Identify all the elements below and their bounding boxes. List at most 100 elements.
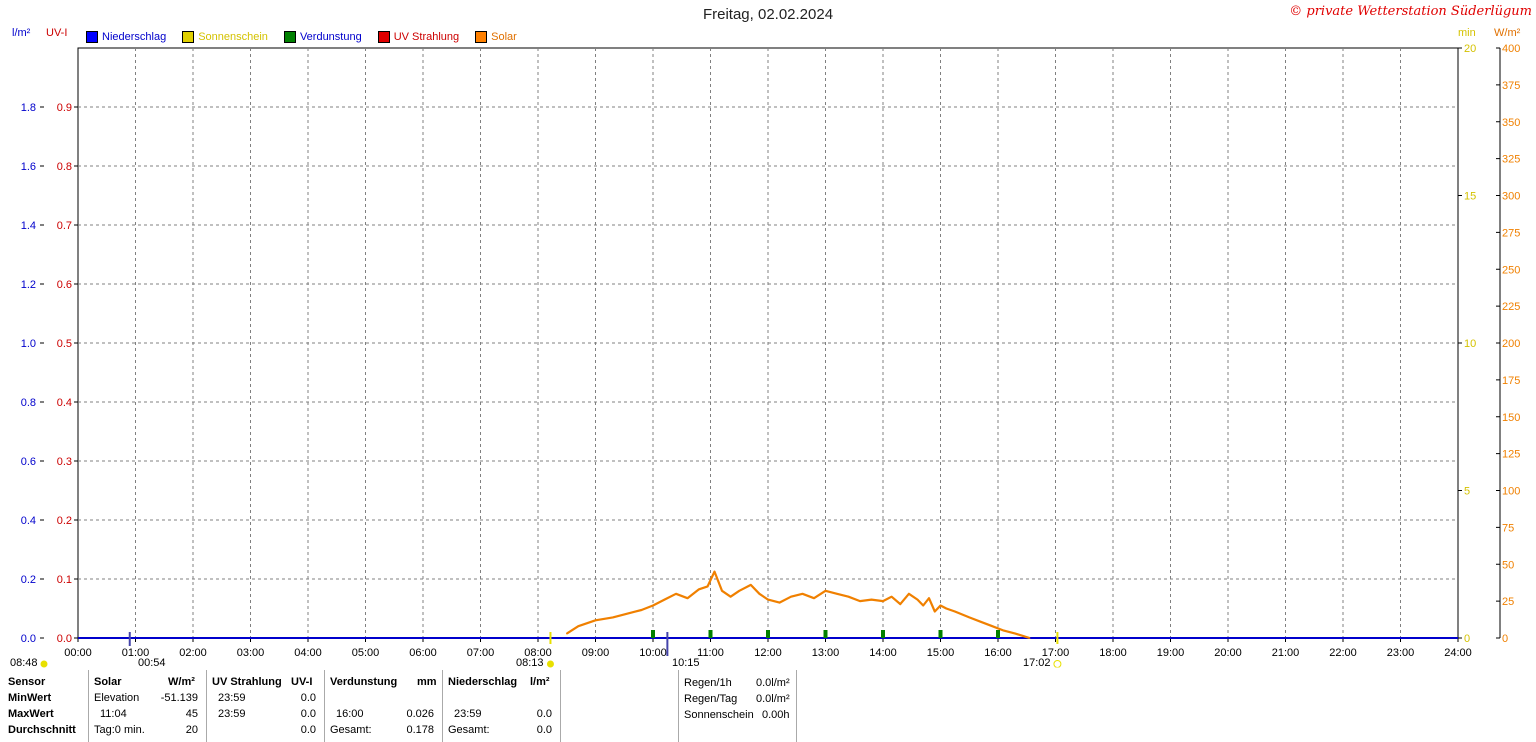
solar-point	[698, 588, 700, 591]
uv-tick-label: 0.2	[57, 515, 72, 527]
legend-label: Solar	[491, 31, 517, 43]
solar-point	[859, 600, 861, 602]
solar-point	[1014, 632, 1017, 635]
legend-swatch	[377, 31, 390, 43]
x-tick-label: 01:00	[122, 647, 150, 659]
legend-item-uv: UV Strahlung	[377, 31, 459, 43]
solar-point	[566, 632, 568, 635]
divider	[88, 670, 89, 742]
rain-tick-label: 1.2	[21, 279, 36, 291]
solar-point	[713, 570, 716, 573]
solar-tick-label: 50	[1502, 559, 1514, 571]
solar-point	[594, 619, 597, 622]
evap-mark	[823, 630, 828, 638]
extra-label: Regen/Tag	[684, 693, 738, 705]
solar-point	[738, 590, 741, 592]
evap-mark	[651, 630, 655, 638]
uv-tick-label: 0.8	[57, 161, 72, 173]
sunrise-dot	[546, 660, 554, 668]
legend-swatch	[475, 31, 488, 43]
solar-tick-label: 200	[1502, 338, 1520, 350]
x-tick-label: 08:00	[524, 647, 552, 659]
stats-cell: 23:59	[218, 708, 246, 720]
solar-point	[790, 595, 792, 598]
solar-point	[824, 590, 827, 592]
solar-tick-label: 300	[1502, 191, 1520, 203]
stats-cell: -51.139	[160, 692, 198, 704]
stats-header-evap-unit: mm	[417, 676, 437, 688]
solar-tick-label: 150	[1502, 412, 1520, 424]
sun-tick-label: 0	[1464, 633, 1470, 645]
sun-tick-label: 5	[1464, 486, 1470, 498]
uv-tick-label: 0.6	[57, 279, 72, 291]
uv-tick-label: 0.4	[57, 397, 72, 409]
rain-tick-label: 0.4	[21, 515, 36, 527]
divider	[442, 670, 443, 742]
stats-header-rain: Niederschlag	[448, 676, 518, 688]
x-tick-label: 11:00	[697, 647, 724, 659]
x-tick-label: 15:00	[927, 647, 955, 659]
x-tick-label: 02:00	[179, 647, 207, 659]
x-tick-label: 17:00	[1042, 647, 1070, 659]
solar-point	[908, 593, 910, 595]
solar-point	[980, 621, 982, 623]
legend-swatch	[86, 31, 98, 43]
rain-tick-label: 0.0	[21, 633, 36, 645]
x-tick-label: 19:00	[1157, 647, 1185, 659]
x-tick-label: 07:00	[467, 647, 495, 659]
stats-cell: 0.0	[300, 708, 316, 720]
extra-label: Regen/1h	[684, 677, 732, 689]
stats-cell: Gesamt:	[448, 724, 490, 736]
sunset-dot	[1053, 660, 1062, 668]
sun-axis-head: min	[1458, 27, 1476, 39]
solar-tick-label: 75	[1502, 522, 1514, 534]
solar-axis-head: W/m²	[1494, 27, 1521, 39]
rain-axis-head: l/m²	[12, 27, 31, 39]
stats-cell: 0.0	[536, 724, 552, 736]
solar-tick-label: 325	[1502, 154, 1520, 166]
x-tick-label: 20:00	[1214, 647, 1242, 659]
solar-point	[945, 607, 948, 610]
solar-point	[750, 584, 752, 586]
stats-header-solar-unit: W/m²	[168, 676, 195, 688]
stats-cell: Tag:0 min.	[94, 724, 145, 736]
stats-header-uv: UV Strahlung	[212, 676, 282, 688]
stats-cell: 23:59	[454, 708, 482, 720]
solar-point	[1028, 637, 1031, 639]
solar-tick-label: 250	[1502, 264, 1520, 276]
solar-point	[729, 595, 732, 598]
solar-point	[954, 610, 956, 613]
legend-swatch	[283, 31, 296, 43]
solar-point	[939, 604, 942, 607]
stats-cell: 0.0	[536, 708, 552, 720]
x-tick-label: 00:00	[64, 647, 92, 659]
sun-tick-label: 20	[1464, 43, 1476, 55]
rain-tick-label: 0.2	[21, 574, 36, 586]
stats-row-label: Durchschnitt	[8, 724, 76, 736]
rain-tick-label: 1.8	[21, 102, 36, 114]
evap-mark	[938, 630, 943, 638]
stats-cell: Elevation	[94, 692, 140, 704]
stats-cell: 23:59	[218, 692, 246, 704]
solar-tick-label: 350	[1502, 117, 1520, 129]
sunset-label: 17:02	[1023, 657, 1051, 669]
solar-point	[928, 597, 930, 599]
stats-cell: 0.026	[406, 708, 434, 720]
stats-header-solar: Solar	[94, 676, 122, 688]
rain-tick-label: 0.6	[21, 456, 36, 468]
solar-point	[686, 597, 689, 599]
sun-tick-label: 10	[1464, 338, 1476, 350]
solar-tick-label: 125	[1502, 449, 1520, 461]
stats-cell: 0.178	[406, 724, 434, 736]
sun-tick-label: 15	[1464, 191, 1476, 203]
stats-cell: 45	[185, 708, 198, 720]
chart-title: Freitag, 02.02.2024	[702, 6, 834, 23]
stats-cell: 16:00	[336, 708, 364, 720]
moonset-marker	[40, 660, 48, 668]
uv-tick-label: 0.9	[57, 102, 72, 114]
stats-cell: 0.0	[300, 692, 316, 704]
stats-table: Sensor Solar W/m² UV Strahlung UV-I Verd…	[0, 668, 800, 742]
solar-tick-label: 175	[1502, 375, 1520, 387]
legend-item-sonnenschein: Sonnenschein	[182, 31, 268, 43]
